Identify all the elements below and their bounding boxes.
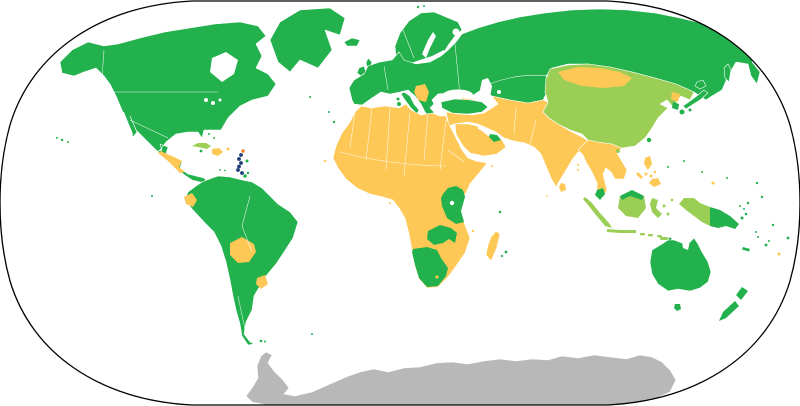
region-socotra xyxy=(491,165,493,167)
region-indonesia xyxy=(583,190,674,240)
region-sakhalin xyxy=(723,63,732,83)
region-malaysia-borneo xyxy=(620,190,644,200)
region-comoros xyxy=(471,229,475,233)
region-turkey xyxy=(440,98,489,115)
region-central-america xyxy=(158,151,185,173)
region-north-korea xyxy=(671,92,680,102)
region-malaysia-peninsula xyxy=(595,188,605,200)
region-mauritius-reunion xyxy=(500,250,508,258)
great-lakes xyxy=(204,98,222,105)
region-southern-africa xyxy=(412,247,448,287)
region-uae-qatar xyxy=(489,134,501,142)
region-hawaii xyxy=(56,137,69,143)
region-hispaniola xyxy=(212,148,223,156)
region-south-korea xyxy=(672,102,679,110)
black-sea xyxy=(443,89,473,101)
region-balkans xyxy=(414,84,429,102)
region-papua-new-guinea xyxy=(710,207,739,229)
region-maldives xyxy=(546,195,548,197)
region-taiwan xyxy=(646,137,652,143)
region-east-africa xyxy=(441,186,465,224)
region-africa xyxy=(332,103,488,289)
abc-islands xyxy=(219,169,226,172)
country-borders xyxy=(101,29,550,335)
region-sao-tome xyxy=(389,202,391,204)
region-mongolia xyxy=(558,67,632,88)
region-arabia xyxy=(454,123,507,157)
pacific-islands-green xyxy=(667,160,790,247)
region-antarctica xyxy=(245,351,677,405)
region-new-zealand xyxy=(719,287,748,321)
region-bolivia xyxy=(230,237,256,263)
region-puerto-rico xyxy=(226,147,230,151)
region-west-papua xyxy=(679,198,710,226)
region-iceland xyxy=(343,37,361,47)
region-sri-lanka xyxy=(559,183,566,192)
region-new-caledonia xyxy=(742,247,750,252)
region-bahamas xyxy=(208,133,215,139)
lake-victoria xyxy=(449,200,455,206)
persian-gulf xyxy=(477,127,493,136)
andaman-islands xyxy=(577,164,579,171)
region-jamaica xyxy=(199,149,203,153)
gulf-of-carpentaria xyxy=(682,241,690,250)
white-sea xyxy=(452,28,460,36)
region-madagascar xyxy=(485,230,501,262)
region-seychelles xyxy=(498,210,502,214)
leeward-island-orange-dot xyxy=(241,149,245,153)
region-hainan xyxy=(616,149,620,153)
gulf-of-california xyxy=(122,112,133,136)
region-uruguay xyxy=(256,275,268,289)
region-south-georgia xyxy=(311,333,313,335)
region-tasmania xyxy=(674,304,681,311)
windward-navy-island-chain xyxy=(236,153,244,175)
region-svalbard xyxy=(416,5,425,9)
region-philippines xyxy=(636,156,661,187)
hudson-bay xyxy=(210,52,238,82)
region-ecuador xyxy=(184,193,197,207)
bismarck-islands xyxy=(740,212,748,220)
region-falklands xyxy=(259,339,266,343)
region-galapagos xyxy=(151,195,153,197)
pacific-islands-yellow xyxy=(711,181,781,256)
caspian-sea xyxy=(480,78,492,108)
region-lesotho xyxy=(435,275,439,279)
region-japan xyxy=(679,79,709,115)
region-zambia-malawi xyxy=(427,225,457,245)
region-cape-verde xyxy=(323,159,327,163)
aral-sea xyxy=(497,90,501,94)
gulf-of-bothnia xyxy=(422,32,436,58)
region-greenland xyxy=(269,7,346,73)
region-australia xyxy=(649,237,712,292)
region-trinidad-tobago xyxy=(243,171,250,178)
atlantic-islands xyxy=(309,96,336,124)
kuril-islands xyxy=(711,67,723,77)
region-cuba xyxy=(192,143,211,149)
region-barbados xyxy=(245,159,249,163)
